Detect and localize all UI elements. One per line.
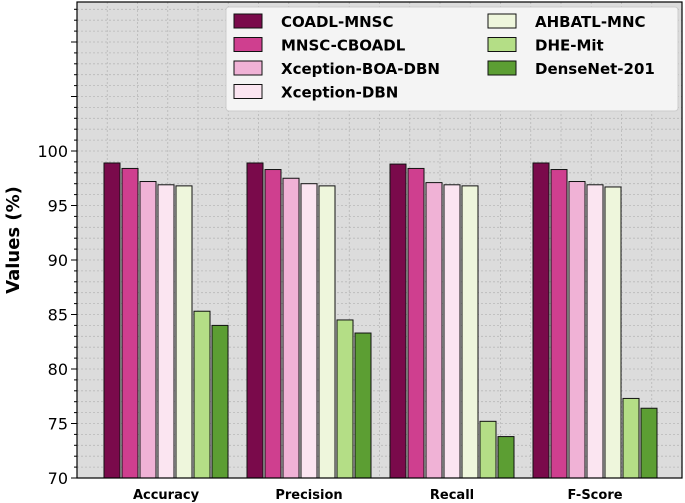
legend-label-xception-dbn: Xception-DBN <box>281 84 398 102</box>
legend-box <box>225 6 679 112</box>
bar-xception-boa-dbn-f-score <box>568 181 586 479</box>
legend-label-mnsc-cboadl: MNSC-CBOADL <box>281 37 406 55</box>
bar-dhe-mit-f-score <box>622 397 640 479</box>
bar-mnsc-cboadl-precision <box>264 169 282 479</box>
bar-dhe-mit-recall <box>479 420 497 479</box>
axes: Accuracy Precision Recall F-Score 70 75 80 85 90… <box>37 1 683 503</box>
y-tick-label: 80 <box>48 360 68 379</box>
legend-swatch-ahbatl-mnc <box>487 13 517 29</box>
axes-frame <box>76 1 683 479</box>
legend-swatch-densenet-201 <box>487 60 517 76</box>
bar-densenet-201-f-score <box>640 407 658 479</box>
bar-densenet-201-accuracy <box>211 324 229 479</box>
bar-dhe-mit-accuracy <box>193 310 211 479</box>
legend-swatch-xception-boa-dbn <box>233 60 263 76</box>
y-tick-label: 100 <box>37 142 68 161</box>
bar-coadl-mnsc-recall <box>389 163 407 479</box>
x-tick-label: F-Score <box>567 488 622 503</box>
y-tick-label: 95 <box>48 197 68 216</box>
bar-xception-dbn-accuracy <box>157 184 175 479</box>
bar-coadl-mnsc-accuracy <box>103 162 121 479</box>
legend-label-xception-boa-dbn: Xception-BOA-DBN <box>281 60 440 78</box>
y-tick-label: 70 <box>48 469 68 488</box>
bar-densenet-201-recall <box>497 436 515 479</box>
bar-ahbatl-mnc-recall <box>461 185 479 479</box>
bar-xception-boa-dbn-recall <box>425 182 443 479</box>
legend-label-ahbatl-mnc: AHBATL-MNC <box>535 13 646 31</box>
bar-xception-boa-dbn-precision <box>282 177 300 479</box>
y-tick-label: 90 <box>48 251 68 270</box>
bar-coadl-mnsc-precision <box>246 162 264 479</box>
legend-swatch-dhe-mit <box>487 37 517 52</box>
bar-ahbatl-mnc-accuracy <box>175 185 193 479</box>
bar-ahbatl-mnc-f-score <box>604 186 622 479</box>
bar-dhe-mit-precision <box>336 319 354 479</box>
legend-swatch-mnsc-cboadl <box>233 37 263 52</box>
bar-mnsc-cboadl-accuracy <box>121 167 139 479</box>
y-tick-label: 75 <box>48 415 68 434</box>
bar-ahbatl-mnc-precision <box>318 185 336 479</box>
legend-label-coadl-mnsc: COADL-MNSC <box>281 13 394 31</box>
legend-label-densenet-201: DenseNet-201 <box>535 60 655 78</box>
bar-mnsc-cboadl-f-score <box>550 169 568 479</box>
bar-xception-dbn-recall <box>443 184 461 479</box>
x-tick-label: Precision <box>275 488 342 503</box>
x-tick-label: Recall <box>430 488 474 503</box>
bar-xception-boa-dbn-accuracy <box>139 181 157 479</box>
bar-xception-dbn-precision <box>300 183 318 479</box>
y-tick-label: 85 <box>48 306 68 325</box>
legend-swatch-coadl-mnsc <box>233 13 263 29</box>
bar-mnsc-cboadl-recall <box>407 167 425 479</box>
legend-label-dhe-mit: DHE-Mit <box>535 37 604 55</box>
legend: COADL-MNSC MNSC-CBOADL Xception-BOA-DBN Xce… <box>225 6 679 112</box>
legend-swatch-xception-dbn <box>233 84 263 99</box>
bar-coadl-mnsc-f-score <box>532 162 550 479</box>
x-tick-label: Accuracy <box>133 488 200 503</box>
y-axis-title: Values (%) <box>3 186 24 294</box>
bar-xception-dbn-f-score <box>586 184 604 479</box>
bar-densenet-201-precision <box>354 332 372 479</box>
